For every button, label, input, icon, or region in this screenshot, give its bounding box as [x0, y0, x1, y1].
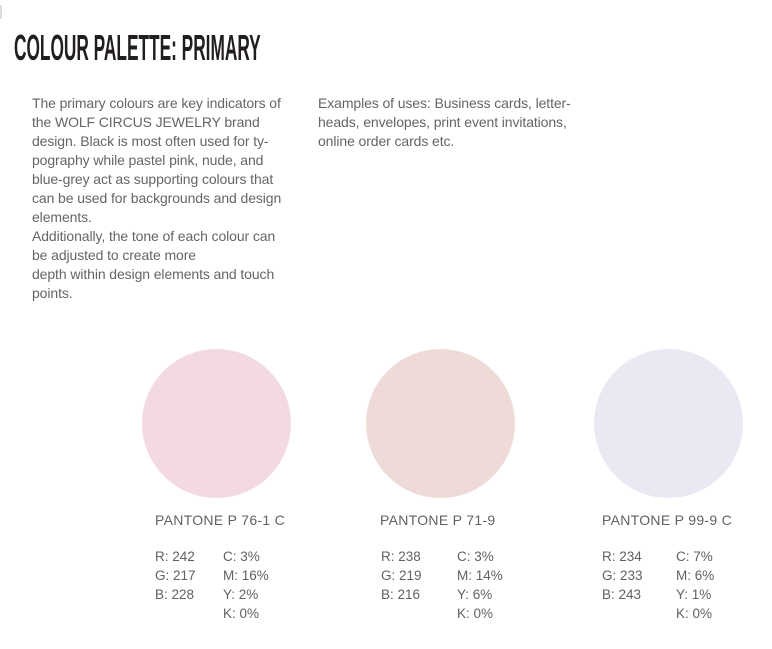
intro-paragraph-2: Additionally, the tone of each colour ca…	[32, 228, 276, 301]
swatch-pantone-p99-9c: PANTONE P 99-9 C R: 234 G: 233 B: 243 C:…	[594, 349, 764, 621]
swatch-pantone-p76-1c: PANTONE P 76-1 C R: 242 G: 217 B: 228 C:…	[142, 349, 312, 621]
rgb-values: R: 242 G: 217 B: 228	[155, 549, 196, 602]
swatch-pantone-p71-9: PANTONE P 71-9 R: 238 G: 219 B: 216 C: 3…	[366, 349, 536, 621]
swatch-circle-pink	[142, 349, 291, 498]
intro-paragraph-1: The primary colours are key indicators o…	[32, 95, 282, 225]
pantone-label: PANTONE P 99-9 C	[602, 512, 733, 528]
rgb-values: R: 234 G: 233 B: 243	[602, 549, 643, 602]
cmyk-values: C: 3% M: 14% Y: 6% K: 0%	[457, 549, 503, 621]
usage-examples-column: Examples of uses: Business cards, letter…	[318, 94, 608, 151]
scan-artifact	[0, 5, 2, 19]
page-title: COLOUR PALETTE: PRIMARY	[14, 27, 261, 68]
pantone-label: PANTONE P 76-1 C	[155, 512, 286, 528]
rgb-values: R: 238 G: 219 B: 216	[381, 549, 422, 602]
cmyk-values: C: 7% M: 6% Y: 1% K: 0%	[676, 549, 715, 621]
swatch-circle-blue-grey	[594, 349, 743, 498]
usage-examples-paragraph: Examples of uses: Business cards, letter…	[318, 95, 571, 149]
pantone-label: PANTONE P 71-9	[380, 512, 496, 528]
swatch-circle-nude	[366, 349, 515, 498]
intro-left-column: The primary colours are key indicators o…	[32, 94, 322, 303]
cmyk-values: C: 3% M: 16% Y: 2% K: 0%	[223, 549, 269, 621]
